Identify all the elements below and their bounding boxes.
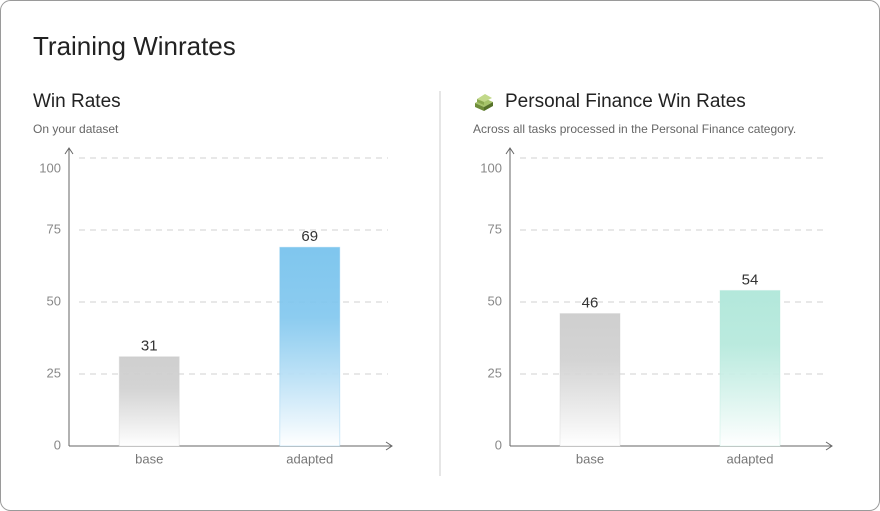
bar <box>279 246 341 447</box>
chart-title: Personal Finance Win Rates <box>505 91 746 112</box>
y-tick-label: 50 <box>47 293 61 308</box>
y-tick-label: 25 <box>488 365 502 380</box>
x-tick-label: base <box>135 451 163 466</box>
bar <box>559 313 621 447</box>
x-tick-label: adapted <box>727 451 774 466</box>
value-label: 31 <box>141 338 158 355</box>
y-tick-label: 100 <box>480 160 502 175</box>
page-title: Training Winrates <box>33 31 236 61</box>
money-icon <box>475 94 493 111</box>
chart-subtitle: On your dataset <box>33 122 119 136</box>
chart-title: Win Rates <box>33 91 121 112</box>
bar <box>719 289 781 447</box>
y-tick-label: 25 <box>47 365 61 380</box>
y-tick-label: 75 <box>47 221 61 236</box>
y-tick-label: 75 <box>488 221 502 236</box>
y-tick-label: 0 <box>495 437 502 452</box>
bar <box>118 356 180 447</box>
x-tick-label: adapted <box>286 451 333 466</box>
value-label: 69 <box>301 228 318 245</box>
value-label: 54 <box>742 271 759 288</box>
chart-subtitle: Across all tasks processed in the Person… <box>473 122 796 136</box>
x-tick-label: base <box>576 451 604 466</box>
y-tick-label: 50 <box>488 293 502 308</box>
y-tick-label: 0 <box>54 437 61 452</box>
y-tick-label: 100 <box>39 160 61 175</box>
y-axis <box>64 147 74 446</box>
y-axis <box>505 147 515 446</box>
value-label: 46 <box>582 294 599 311</box>
